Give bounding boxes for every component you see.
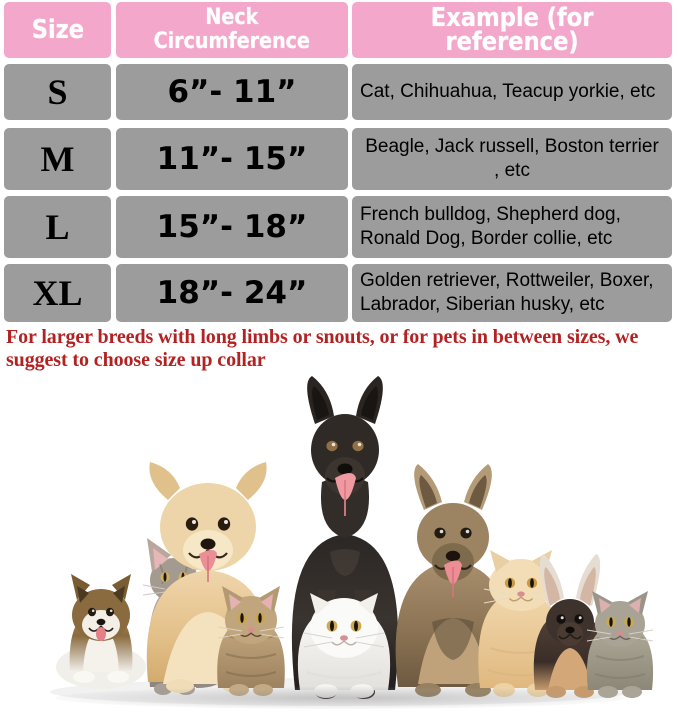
- cell-neck-circumference: 18”- 24”: [116, 264, 348, 322]
- cell-neck-circumference: 15”- 18”: [116, 196, 348, 258]
- cell-example-breeds: Cat, Chihuahua, Teacup yorkie, etc: [352, 64, 672, 120]
- example-breeds-label: Beagle, Jack russell, Boston terrier , e…: [365, 136, 659, 181]
- size-label: XL: [32, 273, 83, 313]
- header-label-size: Size: [31, 15, 84, 45]
- neck-range-label: 18”- 24”: [156, 274, 308, 311]
- example-breeds-label: Golden retriever, Rottweiler, Boxer, Lab…: [360, 270, 654, 315]
- sizing-note-text: For larger breeds with long limbs or sno…: [6, 326, 639, 371]
- pets-group-photo: [0, 372, 679, 717]
- table-row: L 15”- 18” French bulldog, Shepherd dog,…: [0, 196, 679, 258]
- neck-range-label: 11”- 15”: [156, 140, 308, 177]
- cell-size: M: [4, 128, 111, 190]
- pet-grey-tabby-kitten: [586, 591, 654, 698]
- cell-neck-circumference: 6”- 11”: [116, 64, 348, 120]
- header-label-neck-circumference: Neck Circumference: [153, 5, 311, 54]
- size-label: M: [40, 139, 75, 179]
- pet-tabby-kitten: [217, 586, 285, 696]
- pet-corgi-puppy: [56, 574, 146, 689]
- cell-example-breeds: French bulldog, Shepherd dog, Ronald Dog…: [352, 196, 672, 258]
- table-header-row: Size Neck Circumference Example (for ref…: [0, 2, 679, 58]
- header-cell-size: Size: [4, 2, 111, 58]
- photo-ground-shadow: [55, 687, 625, 709]
- cell-example-breeds: Golden retriever, Rottweiler, Boxer, Lab…: [352, 264, 672, 322]
- example-breeds-label: Cat, Chihuahua, Teacup yorkie, etc: [360, 81, 656, 102]
- cell-size: L: [4, 196, 111, 258]
- pet-white-persian-cat: [297, 593, 391, 698]
- neck-range-label: 15”- 18”: [156, 208, 308, 245]
- size-chart-table: Size Neck Circumference Example (for ref…: [0, 0, 679, 322]
- cell-example-breeds: Beagle, Jack russell, Boston terrier , e…: [352, 128, 672, 190]
- size-label: S: [47, 72, 68, 112]
- table-row: XL 18”- 24” Golden retriever, Rottweiler…: [0, 264, 679, 322]
- cell-neck-circumference: 11”- 15”: [116, 128, 348, 190]
- neck-range-label: 6”- 11”: [167, 73, 297, 110]
- table-row: M 11”- 15” Beagle, Jack russell, Boston …: [0, 128, 679, 190]
- table-row: S 6”- 11” Cat, Chihuahua, Teacup yorkie,…: [0, 64, 679, 120]
- header-cell-example: Example (for reference): [352, 2, 672, 58]
- size-label: L: [45, 207, 70, 247]
- header-cell-neck-circumference: Neck Circumference: [116, 2, 348, 58]
- example-breeds-label: French bulldog, Shepherd dog, Ronald Dog…: [360, 204, 621, 249]
- cell-size: S: [4, 64, 111, 120]
- pets-illustration: [50, 376, 654, 706]
- header-label-example: Example (for reference): [430, 3, 594, 57]
- cell-size: XL: [4, 264, 111, 322]
